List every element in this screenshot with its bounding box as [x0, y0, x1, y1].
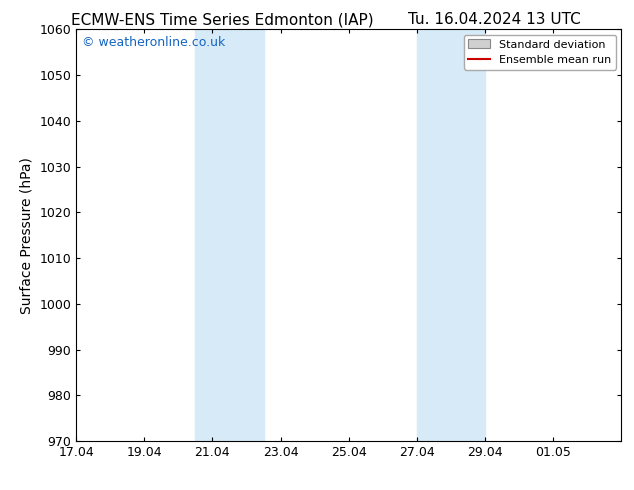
- Legend: Standard deviation, Ensemble mean run: Standard deviation, Ensemble mean run: [463, 35, 616, 70]
- Bar: [195, 29, 264, 441]
- Bar: [417, 29, 485, 441]
- Text: Tu. 16.04.2024 13 UTC: Tu. 16.04.2024 13 UTC: [408, 12, 581, 27]
- Text: ECMW-ENS Time Series Edmonton (IAP): ECMW-ENS Time Series Edmonton (IAP): [70, 12, 373, 27]
- Y-axis label: Surface Pressure (hPa): Surface Pressure (hPa): [20, 157, 34, 314]
- Text: © weatheronline.co.uk: © weatheronline.co.uk: [82, 36, 225, 49]
